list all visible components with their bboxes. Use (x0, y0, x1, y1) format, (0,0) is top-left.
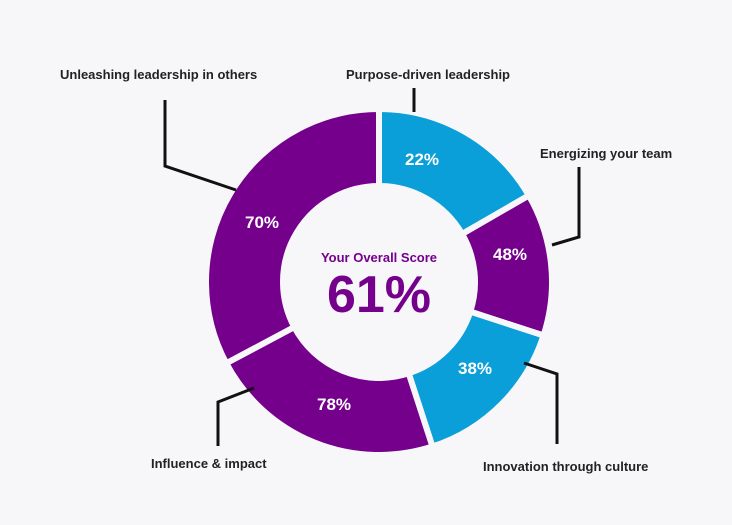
leader-line-energizing-your-team (551, 167, 581, 247)
center-title: Your Overall Score (321, 250, 437, 265)
category-label-purpose-driven-leadership: Purpose-driven leadership (346, 67, 510, 82)
leader-line-influence-impact (216, 386, 255, 446)
category-label-energizing-your-team: Energizing your team (540, 146, 672, 161)
category-label-influence-impact: Influence & impact (151, 456, 267, 471)
category-label-unleashing-leadership: Unleashing leadership in others (60, 67, 257, 82)
slice-unleashing-leadership (203, 105, 382, 368)
value-label-innovation-through-culture: 38% (458, 359, 492, 378)
slice-influence-impact (222, 323, 437, 458)
value-label-energizing-your-team: 48% (493, 245, 527, 264)
value-label-purpose-driven-leadership: 22% (405, 150, 439, 169)
center-score: 61% (327, 266, 431, 324)
leader-line-unleashing-leadership (163, 100, 237, 192)
category-label-innovation-through-culture: Innovation through culture (483, 459, 648, 474)
leader-lines-layer (163, 88, 581, 446)
slices-layer (203, 105, 555, 458)
value-label-unleashing-leadership: 70% (245, 213, 279, 232)
leader-line-innovation-through-culture (523, 361, 559, 444)
value-label-influence-impact: 78% (317, 395, 351, 414)
